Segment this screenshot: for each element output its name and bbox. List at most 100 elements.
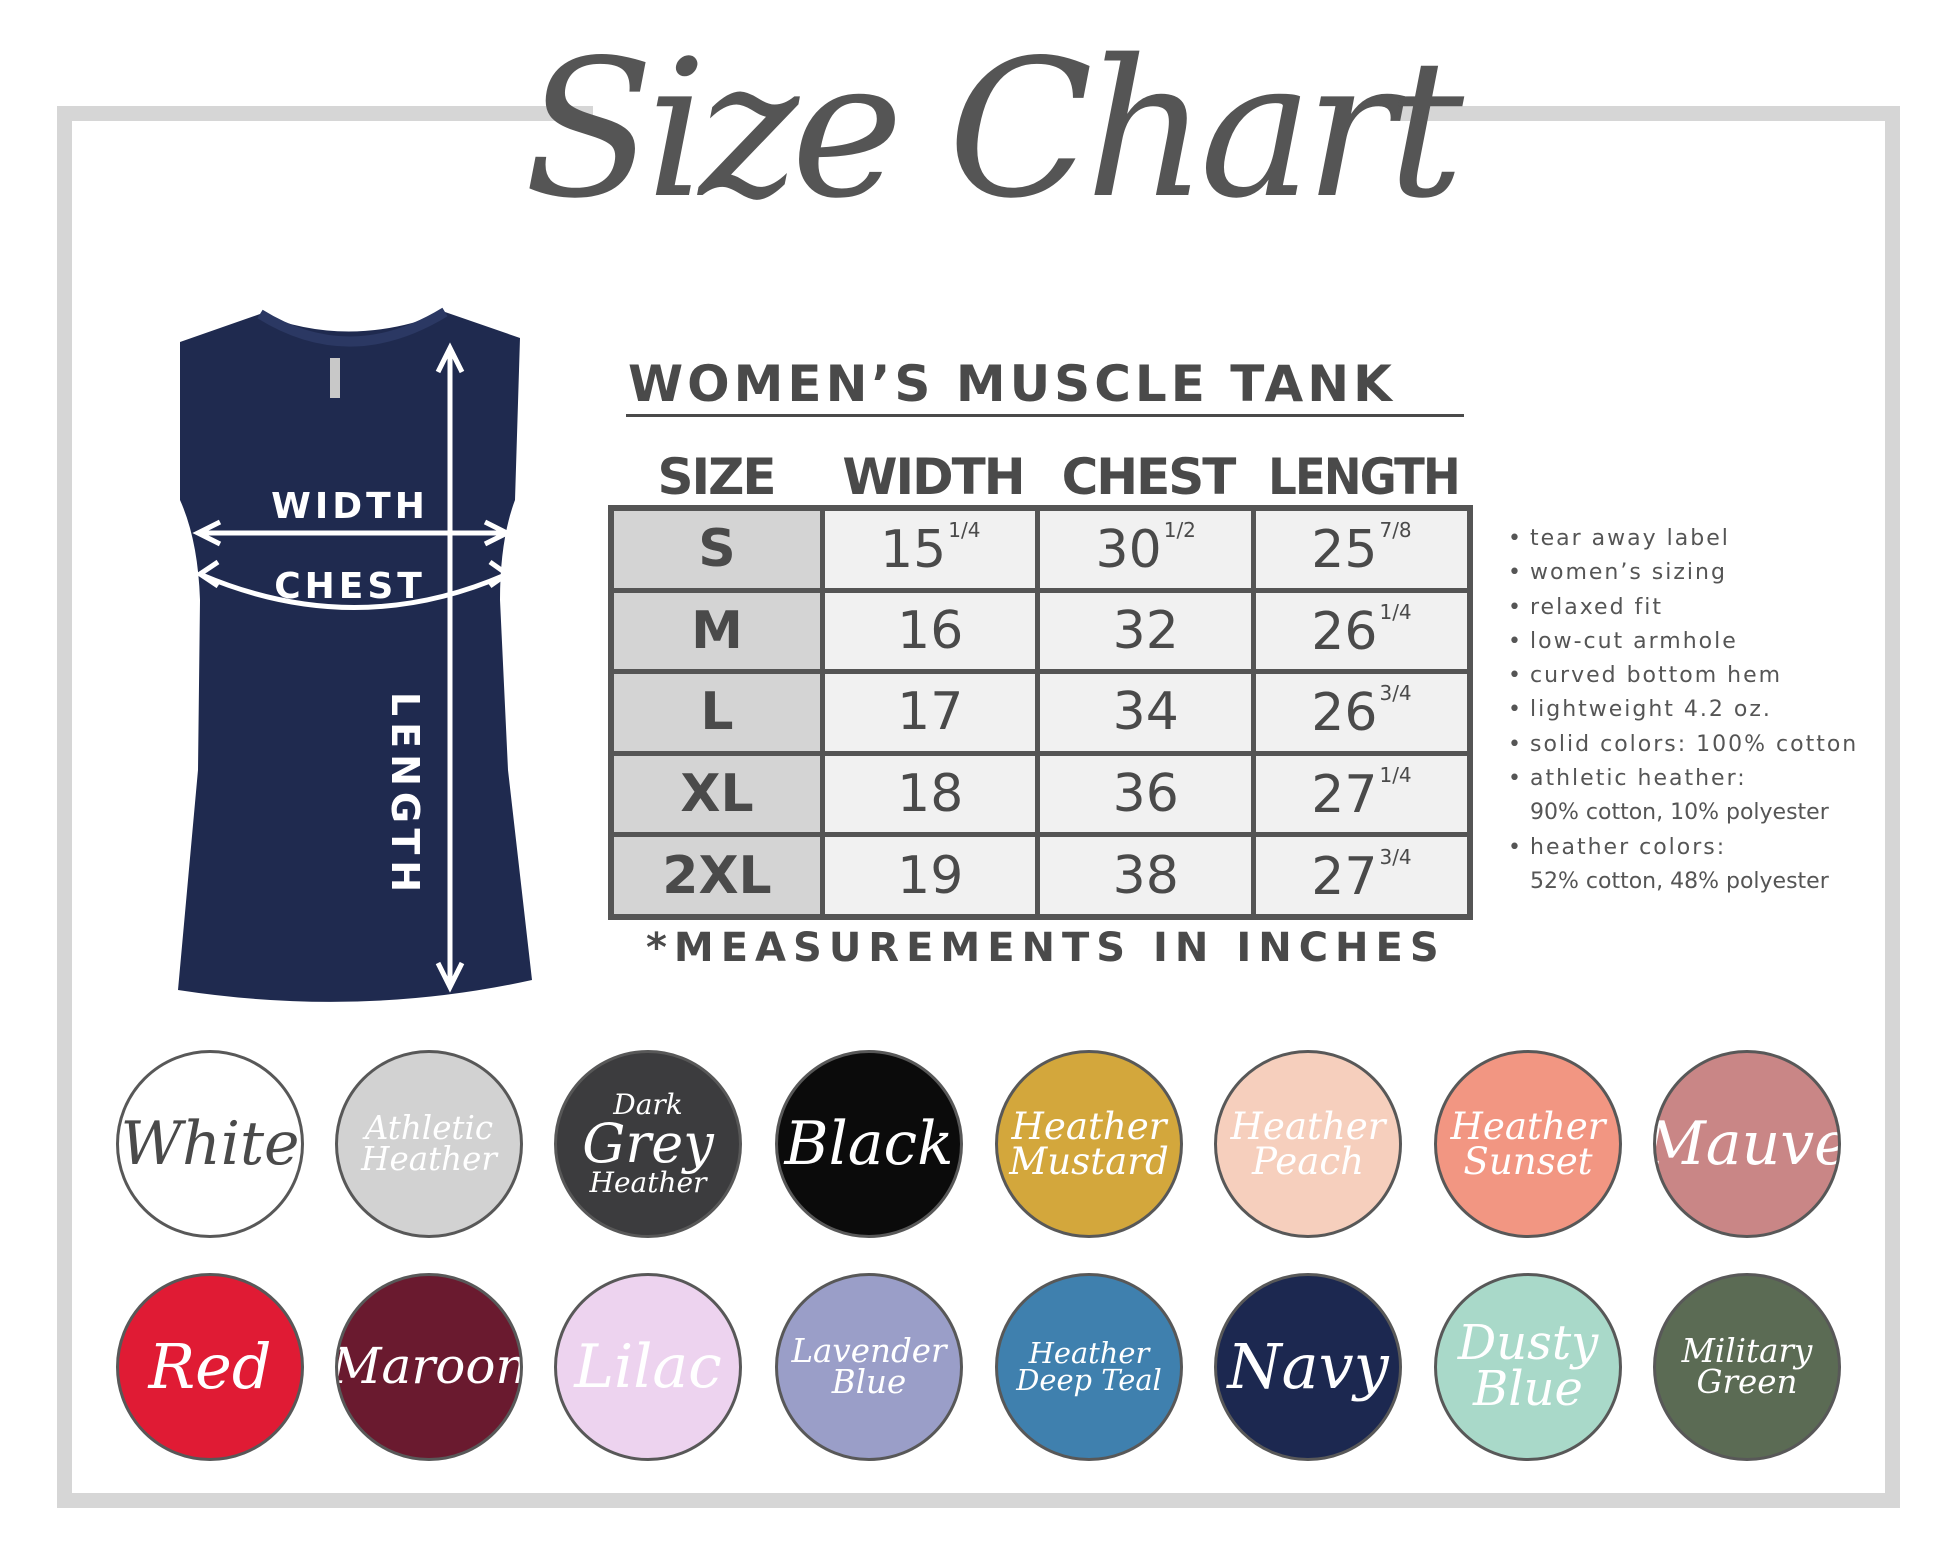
width-label: WIDTH bbox=[271, 486, 429, 527]
measure-arrows bbox=[192, 342, 513, 993]
chest-cell: 34 bbox=[1035, 669, 1256, 756]
chest-cell-value: 34 bbox=[1112, 682, 1179, 743]
length-cell: 26 1/4 bbox=[1250, 587, 1473, 675]
width-cell: 15 1/4 bbox=[819, 505, 1041, 593]
swatch-label: Athletic bbox=[364, 1109, 494, 1148]
chest-cell: 30 1/2 bbox=[1035, 505, 1256, 593]
bullet-icon: • bbox=[1508, 594, 1523, 620]
color-swatch-lilac[interactable]: Lilac bbox=[554, 1273, 742, 1461]
chest-cell: 36 bbox=[1035, 750, 1256, 838]
chest-label: CHEST bbox=[274, 566, 426, 607]
chest-cell-value: 38 bbox=[1112, 845, 1179, 906]
size-table: S 15 1/4 30 1/2 25 7/8 M 16 32 26 1/4 L 17 34 26 3/4 XL 18… bbox=[608, 505, 1473, 920]
swatch-label: Green bbox=[1696, 1363, 1798, 1401]
color-swatch-maroon[interactable]: Maroon bbox=[335, 1273, 523, 1461]
color-swatch-navy[interactable]: Navy bbox=[1214, 1273, 1402, 1461]
tag bbox=[330, 358, 340, 398]
swatch-label: Maroon bbox=[335, 1337, 523, 1396]
header-chest: CHEST bbox=[1061, 448, 1237, 506]
chest-cell-value: 32 bbox=[1112, 600, 1179, 661]
table-row: XL 18 36 27 1/4 bbox=[608, 750, 1473, 838]
swatch-label: Lilac bbox=[574, 1331, 722, 1402]
table-row: S 15 1/4 30 1/2 25 7/8 bbox=[608, 505, 1473, 593]
swatch-label: Mauve bbox=[1653, 1108, 1841, 1179]
feature-detail: 90% cotton, 10% polyester bbox=[1530, 800, 1829, 826]
table-row: L 17 34 26 3/4 bbox=[608, 669, 1473, 756]
color-swatch-heather-mustard[interactable]: Heather Mustard bbox=[995, 1050, 1183, 1238]
length-cell-value: 25 bbox=[1311, 520, 1378, 581]
color-swatch-dusty-blue[interactable]: Dusty Blue bbox=[1434, 1273, 1622, 1461]
swatch-label: Blue bbox=[831, 1363, 907, 1401]
swatch-label: Heather bbox=[361, 1140, 497, 1178]
chest-cell-value: 30 bbox=[1095, 520, 1162, 581]
width-cell-value: 17 bbox=[897, 682, 964, 743]
color-swatch-white[interactable]: White bbox=[116, 1050, 304, 1238]
feature-list: • tear away label • women’s sizing • relaxed … bbox=[1508, 522, 1858, 899]
swatch-label: Navy bbox=[1227, 1329, 1389, 1403]
color-swatch-black[interactable]: Black bbox=[775, 1050, 963, 1238]
width-cell-value: 19 bbox=[897, 845, 964, 906]
table-row: M 16 32 26 1/4 bbox=[608, 587, 1473, 675]
feature-item: • athletic heather: 90% cotton, 10% polyes… bbox=[1508, 762, 1858, 831]
color-swatch-heather-peach[interactable]: Heather Peach bbox=[1214, 1050, 1402, 1238]
feature-item: • tear away label bbox=[1508, 522, 1858, 556]
chart-frame bbox=[57, 106, 1900, 1508]
tank-diagram: WIDTH CHEST LENGTH bbox=[178, 307, 532, 1002]
size-cell-value: 2XL bbox=[662, 845, 772, 906]
length-cell: 27 3/4 bbox=[1250, 832, 1473, 920]
feature-item: • curved bottom hem bbox=[1508, 659, 1858, 693]
color-swatch-heather-deep-teal[interactable]: Heather Deep Teal bbox=[995, 1273, 1183, 1461]
color-swatch-military-green[interactable]: Military Green bbox=[1653, 1273, 1841, 1461]
color-swatch-athletic-heather[interactable]: Athletic Heather bbox=[335, 1050, 523, 1238]
swatch-label: Sunset bbox=[1463, 1140, 1593, 1183]
swatch-label: Military bbox=[1681, 1332, 1813, 1371]
color-swatch-mauve[interactable]: Mauve bbox=[1653, 1050, 1841, 1238]
width-cell: 19 bbox=[819, 832, 1041, 920]
color-swatch-heather-sunset[interactable]: Heather Sunset bbox=[1434, 1050, 1622, 1238]
feature-item: • relaxed fit bbox=[1508, 591, 1858, 625]
title-underline bbox=[626, 414, 1464, 417]
chest-cell-value: 36 bbox=[1112, 764, 1179, 825]
bullet-icon: • bbox=[1508, 628, 1523, 654]
swatch-label: Peach bbox=[1251, 1140, 1365, 1183]
feature-item: • heather colors: 52% cotton, 48% polyeste… bbox=[1508, 831, 1858, 900]
length-cell: 25 7/8 bbox=[1250, 505, 1473, 593]
size-cell-value: M bbox=[691, 600, 743, 661]
swatch-label: Red bbox=[148, 1329, 272, 1403]
width-cell-value: 15 bbox=[880, 520, 947, 581]
length-cell: 26 3/4 bbox=[1250, 669, 1473, 756]
feature-text: low-cut armhole bbox=[1530, 628, 1738, 654]
width-cell-value: 16 bbox=[897, 600, 964, 661]
size-cell-value: XL bbox=[680, 764, 754, 825]
bullet-icon: • bbox=[1508, 663, 1523, 689]
bullet-icon: • bbox=[1508, 560, 1523, 586]
feature-detail: 52% cotton, 48% polyester bbox=[1530, 868, 1829, 894]
color-swatch-dark-grey-heather[interactable]: Dark Grey Heather bbox=[554, 1050, 742, 1238]
feature-text: solid colors: 100% cotton bbox=[1530, 731, 1859, 757]
feature-text: curved bottom hem bbox=[1530, 663, 1783, 689]
length-cell-fraction: 3/4 bbox=[1379, 681, 1412, 706]
size-cell: M bbox=[608, 587, 825, 675]
color-swatch-red[interactable]: Red bbox=[116, 1273, 304, 1461]
feature-text: heather colors: bbox=[1530, 834, 1727, 860]
product-title: WOMEN’S MUSCLE TANK bbox=[628, 355, 1396, 413]
length-cell-value: 27 bbox=[1311, 765, 1378, 826]
size-cell-value: L bbox=[700, 682, 734, 743]
color-swatch-lavender-blue[interactable]: Lavender Blue bbox=[775, 1273, 963, 1461]
swatch-label: Heather bbox=[1028, 1335, 1150, 1370]
size-cell: 2XL bbox=[608, 832, 825, 920]
swatch-label: White bbox=[120, 1108, 300, 1179]
width-cell: 16 bbox=[819, 587, 1041, 675]
swatch-label: Deep Teal bbox=[1016, 1363, 1162, 1397]
header-length: LENGTH bbox=[1268, 448, 1461, 506]
chest-cell-fraction: 1/2 bbox=[1163, 518, 1196, 543]
neckline bbox=[257, 307, 448, 347]
feature-text: tear away label bbox=[1530, 526, 1730, 551]
swatch-label: Heather bbox=[589, 1165, 707, 1199]
feature-item: • lightweight 4.2 oz. bbox=[1508, 693, 1858, 727]
swatch-label: Heather bbox=[1011, 1104, 1167, 1148]
feature-text: relaxed fit bbox=[1530, 594, 1664, 620]
bullet-icon: • bbox=[1508, 697, 1523, 723]
length-label: LENGTH bbox=[383, 692, 427, 898]
length-cell-fraction: 3/4 bbox=[1379, 844, 1412, 869]
